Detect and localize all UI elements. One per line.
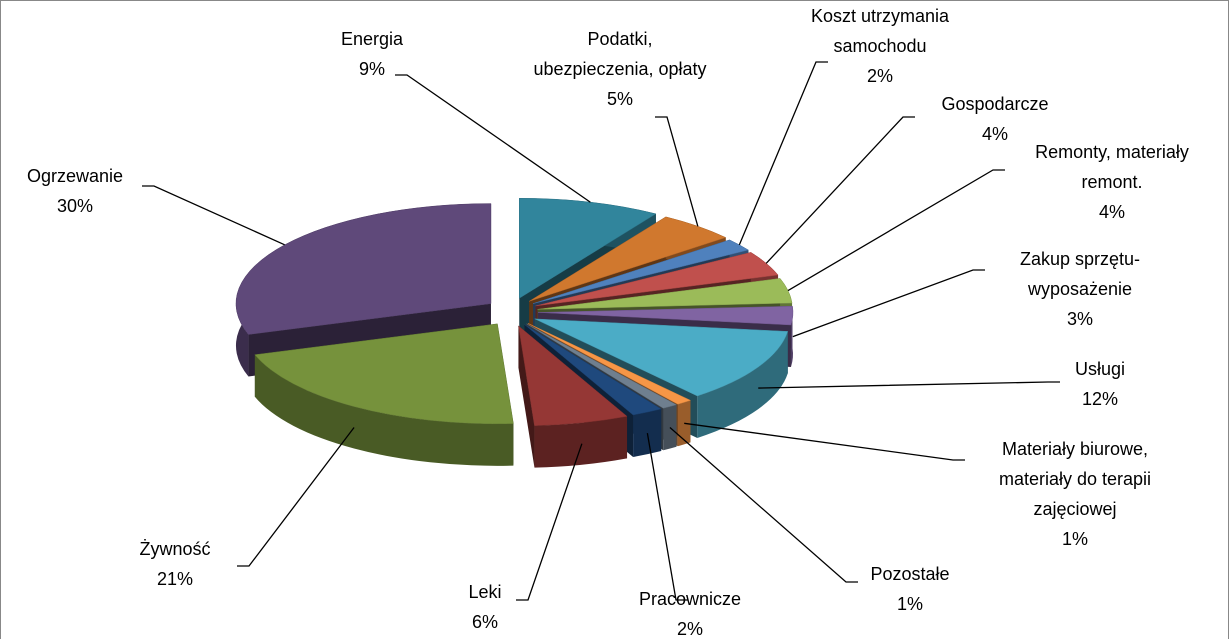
- category-label: Gospodarcze: [941, 94, 1048, 114]
- value-label: 4%: [1099, 202, 1125, 222]
- value-label: 9%: [359, 59, 385, 79]
- category-label: Remonty, materiały remont.: [1035, 142, 1189, 192]
- slice: [254, 323, 514, 466]
- value-label: 1%: [897, 594, 923, 614]
- leader-line: [792, 269, 985, 338]
- leader-line: [765, 116, 915, 264]
- leader-line: [669, 427, 858, 583]
- slice-top: [254, 323, 514, 425]
- pie: [235, 198, 794, 468]
- value-label: 3%: [1067, 309, 1093, 329]
- category-label: Pozostałe: [870, 564, 949, 584]
- leader-line: [516, 443, 583, 601]
- slice-top: [537, 278, 793, 310]
- slice-top: [518, 325, 628, 426]
- leader-line: [395, 74, 591, 203]
- leader-line: [684, 422, 965, 461]
- category-label: Energia: [341, 29, 404, 49]
- slice-top: [535, 252, 779, 307]
- value-label: 2%: [677, 619, 703, 639]
- leader-line: [758, 381, 1060, 389]
- value-label: 1%: [1062, 529, 1088, 549]
- value-label: 5%: [607, 89, 633, 109]
- leader-line: [142, 185, 285, 246]
- slice-side: [633, 408, 662, 458]
- leader-line: [787, 169, 1005, 292]
- slice-side: [697, 331, 788, 438]
- leader-line: [237, 427, 355, 567]
- slice-top: [524, 324, 662, 416]
- slice-side: [663, 404, 677, 451]
- slice-top: [537, 305, 794, 326]
- slice-wall: [518, 325, 535, 468]
- value-label: 12%: [1082, 389, 1118, 409]
- value-label: 30%: [57, 196, 93, 216]
- category-label: Koszt utrzymania samochodu: [811, 6, 950, 56]
- value-label: 2%: [867, 66, 893, 86]
- slice-side: [254, 354, 514, 466]
- slice-top: [529, 216, 727, 302]
- slice-side: [534, 416, 628, 468]
- category-label: Zakup sprzętu-wyposażenie: [1020, 249, 1140, 299]
- slice-top: [527, 323, 692, 405]
- slice-side: [677, 400, 691, 447]
- category-label: Żywność: [139, 539, 210, 559]
- category-label: Materiały biurowe, materiały do terapii za…: [999, 439, 1151, 519]
- category-label: Usługi: [1075, 359, 1125, 379]
- slice: [518, 325, 628, 468]
- leader-line: [655, 116, 699, 227]
- category-label: Pracownicze: [639, 589, 741, 609]
- value-label: 4%: [982, 124, 1008, 144]
- slice-top: [235, 203, 492, 335]
- category-label: Podatki, ubezpieczenia, opłaty: [533, 29, 706, 79]
- slice-side: [790, 306, 793, 367]
- slice-top: [534, 318, 789, 397]
- category-label: Ogrzewanie: [27, 166, 123, 186]
- leader-line: [738, 61, 828, 246]
- category-label: Leki: [468, 582, 501, 602]
- leader-line: [646, 433, 688, 601]
- value-label: 21%: [157, 569, 193, 589]
- slice-top: [526, 323, 678, 409]
- value-label: 6%: [472, 612, 498, 632]
